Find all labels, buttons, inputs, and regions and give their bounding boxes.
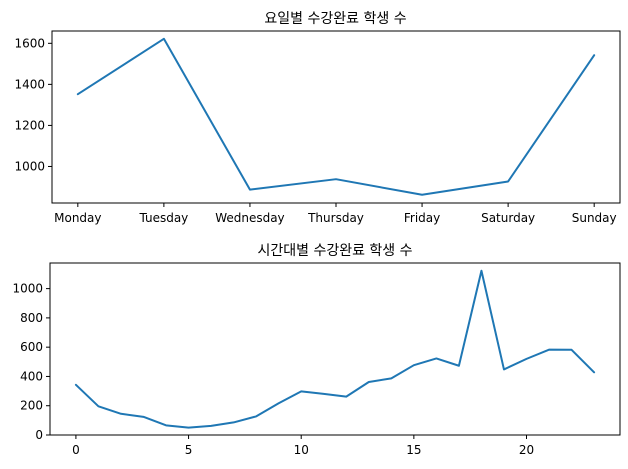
y-axis: 1000 1200 1400 1600 xyxy=(14,36,52,173)
y-tick-label: 1200 xyxy=(14,118,45,132)
plot-area-frame xyxy=(51,30,621,204)
chart-hour-of-day: 시간대별 수강완료 학생 수 0 200 400 600 800 1000 0 5 10 15 2… xyxy=(12,243,621,457)
chart-day-of-week: 요일별 수강완료 학생 수 1000 1200 1400 1600 Monday Tue… xyxy=(14,11,621,225)
x-tick-label: 0 xyxy=(72,443,80,457)
x-tick-label: 20 xyxy=(519,443,534,457)
x-tick-label: Monday xyxy=(54,211,101,225)
x-tick-label: 15 xyxy=(406,443,421,457)
y-tick-label: 200 xyxy=(20,399,43,413)
y-tick-label: 0 xyxy=(35,428,43,442)
y-tick-label: 1400 xyxy=(14,77,45,91)
y-tick-label: 1600 xyxy=(14,36,45,50)
series-line xyxy=(74,269,596,429)
y-axis: 0 200 400 600 800 1000 xyxy=(12,282,50,442)
plot-area-frame xyxy=(49,262,621,436)
chart-title: 요일별 수강완료 학생 수 xyxy=(264,11,406,27)
x-tick-label: Saturday xyxy=(481,211,535,225)
x-tick-label: Wednesday xyxy=(215,211,284,225)
y-tick-label: 800 xyxy=(20,311,43,325)
x-axis: 0 5 10 15 20 xyxy=(72,435,534,457)
x-axis: Monday Tuesday Wednesday Thursday Friday Satu… xyxy=(54,203,617,225)
series-line xyxy=(76,37,596,196)
x-tick-label: 10 xyxy=(294,443,309,457)
x-tick-label: Sunday xyxy=(572,211,617,225)
x-tick-label: 5 xyxy=(185,443,193,457)
x-tick-label: Tuesday xyxy=(138,211,188,225)
data-points xyxy=(77,38,595,195)
chart-title: 시간대별 수강완료 학생 수 xyxy=(257,243,412,259)
x-tick-label: Thursday xyxy=(307,211,364,225)
data-points xyxy=(75,270,595,428)
x-tick-label: Friday xyxy=(404,211,440,225)
y-tick-label: 400 xyxy=(20,369,43,383)
y-tick-label: 600 xyxy=(20,340,43,354)
y-tick-label: 1000 xyxy=(12,282,43,296)
y-tick-label: 1000 xyxy=(14,159,45,173)
